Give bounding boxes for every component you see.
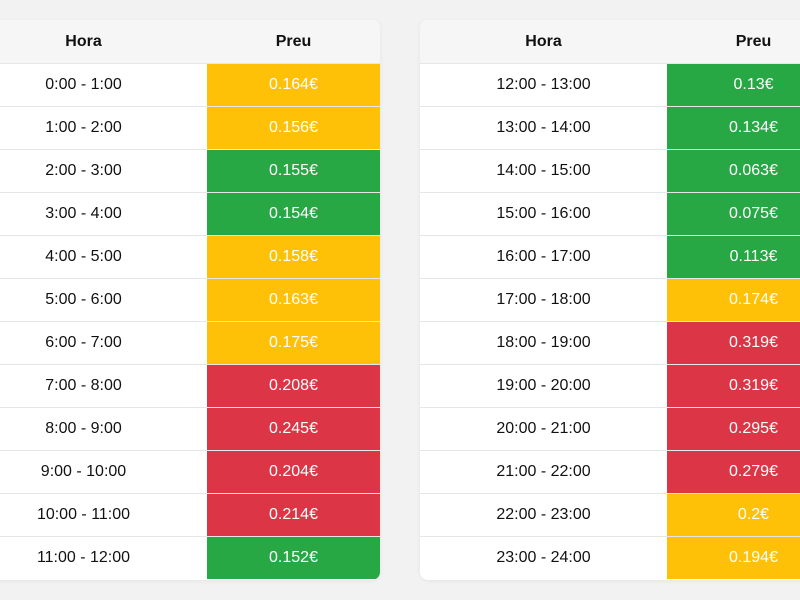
price-cell: 0.158€ bbox=[207, 235, 380, 279]
table-row: 13:00 - 14:00 0.134€ bbox=[420, 106, 800, 150]
hour-cell: 20:00 - 21:00 bbox=[420, 407, 667, 451]
price-column-header: Preu bbox=[207, 20, 380, 64]
hour-cell: 0:00 - 1:00 bbox=[0, 63, 207, 107]
hour-cell: 3:00 - 4:00 bbox=[0, 192, 207, 236]
hour-cell: 21:00 - 22:00 bbox=[420, 450, 667, 494]
price-cell: 0.208€ bbox=[207, 364, 380, 408]
table-row: 2:00 - 3:00 0.155€ bbox=[0, 149, 380, 193]
price-cell: 0.156€ bbox=[207, 106, 380, 150]
hour-cell: 4:00 - 5:00 bbox=[0, 235, 207, 279]
table-header-row: Hora Preu bbox=[0, 20, 380, 64]
table-row: 4:00 - 5:00 0.158€ bbox=[0, 235, 380, 279]
hour-cell: 6:00 - 7:00 bbox=[0, 321, 207, 365]
hour-cell: 5:00 - 6:00 bbox=[0, 278, 207, 322]
price-cell: 0.152€ bbox=[207, 536, 380, 579]
price-cell: 0.2€ bbox=[667, 493, 800, 537]
table-row: 0:00 - 1:00 0.164€ bbox=[0, 63, 380, 107]
table-row: 18:00 - 19:00 0.319€ bbox=[420, 321, 800, 365]
price-column-header: Preu bbox=[667, 20, 800, 64]
table-row: 22:00 - 23:00 0.2€ bbox=[420, 493, 800, 537]
table-row: 5:00 - 6:00 0.163€ bbox=[0, 278, 380, 322]
table-header-row: Hora Preu bbox=[420, 20, 800, 64]
price-cell: 0.194€ bbox=[667, 536, 800, 579]
table-row: 20:00 - 21:00 0.295€ bbox=[420, 407, 800, 451]
table-row: 12:00 - 13:00 0.13€ bbox=[420, 63, 800, 107]
table-row: 10:00 - 11:00 0.214€ bbox=[0, 493, 380, 537]
hour-cell: 9:00 - 10:00 bbox=[0, 450, 207, 494]
price-cell: 0.214€ bbox=[207, 493, 380, 537]
hour-column-header: Hora bbox=[420, 20, 667, 64]
table-row: 17:00 - 18:00 0.174€ bbox=[420, 278, 800, 322]
price-table-morning: Hora Preu 0:00 - 1:00 0.164€ 1:00 - 2:00 0.… bbox=[0, 20, 380, 579]
price-table-afternoon: Hora Preu 12:00 - 13:00 0.13€ 13:00 - 14:0… bbox=[420, 20, 800, 579]
hour-cell: 22:00 - 23:00 bbox=[420, 493, 667, 537]
hour-cell: 14:00 - 15:00 bbox=[420, 149, 667, 193]
hour-cell: 2:00 - 3:00 bbox=[0, 149, 207, 193]
hour-cell: 10:00 - 11:00 bbox=[0, 493, 207, 537]
price-cell: 0.154€ bbox=[207, 192, 380, 236]
table-body: 12:00 - 13:00 0.13€ 13:00 - 14:00 0.134€ 14:… bbox=[420, 63, 800, 579]
hour-cell: 13:00 - 14:00 bbox=[420, 106, 667, 150]
price-cell: 0.295€ bbox=[667, 407, 800, 451]
hour-cell: 15:00 - 16:00 bbox=[420, 192, 667, 236]
price-table-card-afternoon: Hora Preu 12:00 - 13:00 0.13€ 13:00 - 14:0… bbox=[420, 20, 800, 580]
table-row: 7:00 - 8:00 0.208€ bbox=[0, 364, 380, 408]
price-cell: 0.13€ bbox=[667, 63, 800, 107]
table-row: 9:00 - 10:00 0.204€ bbox=[0, 450, 380, 494]
price-table-card-morning: Hora Preu 0:00 - 1:00 0.164€ 1:00 - 2:00 0.… bbox=[0, 20, 380, 580]
table-row: 19:00 - 20:00 0.319€ bbox=[420, 364, 800, 408]
table-row: 6:00 - 7:00 0.175€ bbox=[0, 321, 380, 365]
table-row: 8:00 - 9:00 0.245€ bbox=[0, 407, 380, 451]
hour-cell: 7:00 - 8:00 bbox=[0, 364, 207, 408]
price-cell: 0.174€ bbox=[667, 278, 800, 322]
hour-cell: 11:00 - 12:00 bbox=[36, 549, 131, 566]
price-cell: 0.319€ bbox=[667, 364, 800, 408]
price-cell: 0.279€ bbox=[667, 450, 800, 494]
hour-cell: 17:00 - 18:00 bbox=[420, 278, 667, 322]
hour-column-header: Hora bbox=[0, 20, 207, 64]
hour-cell: 12:00 - 13:00 bbox=[420, 63, 667, 107]
price-cell: 0.134€ bbox=[667, 106, 800, 150]
table-body: 0:00 - 1:00 0.164€ 1:00 - 2:00 0.156€ 2:00 -… bbox=[0, 63, 380, 579]
price-cell: 0.155€ bbox=[207, 149, 380, 193]
price-cell: 0.204€ bbox=[207, 450, 380, 494]
table-row: 14:00 - 15:00 0.063€ bbox=[420, 149, 800, 193]
hour-cell: 8:00 - 9:00 bbox=[0, 407, 207, 451]
price-cell: 0.075€ bbox=[667, 192, 800, 236]
table-row: 11:00 - 12:00 0.152€ bbox=[0, 536, 380, 579]
hour-cell: 1:00 - 2:00 bbox=[0, 106, 207, 150]
table-row: 1:00 - 2:00 0.156€ bbox=[0, 106, 380, 150]
table-row: 23:00 - 24:00 0.194€ bbox=[420, 536, 800, 579]
table-row: 21:00 - 22:00 0.279€ bbox=[420, 450, 800, 494]
table-row: 15:00 - 16:00 0.075€ bbox=[420, 192, 800, 236]
price-cell: 0.175€ bbox=[207, 321, 380, 365]
hour-cell: 23:00 - 24:00 bbox=[496, 549, 591, 566]
price-cell: 0.245€ bbox=[207, 407, 380, 451]
hour-cell: 16:00 - 17:00 bbox=[420, 235, 667, 279]
price-cell: 0.163€ bbox=[207, 278, 380, 322]
price-cell: 0.319€ bbox=[667, 321, 800, 365]
price-cell: 0.063€ bbox=[667, 149, 800, 193]
hour-cell: 19:00 - 20:00 bbox=[420, 364, 667, 408]
hour-cell: 18:00 - 19:00 bbox=[420, 321, 667, 365]
table-row: 16:00 - 17:00 0.113€ bbox=[420, 235, 800, 279]
price-cell: 0.164€ bbox=[207, 63, 380, 107]
table-row: 3:00 - 4:00 0.154€ bbox=[0, 192, 380, 236]
price-cell: 0.113€ bbox=[667, 235, 800, 279]
